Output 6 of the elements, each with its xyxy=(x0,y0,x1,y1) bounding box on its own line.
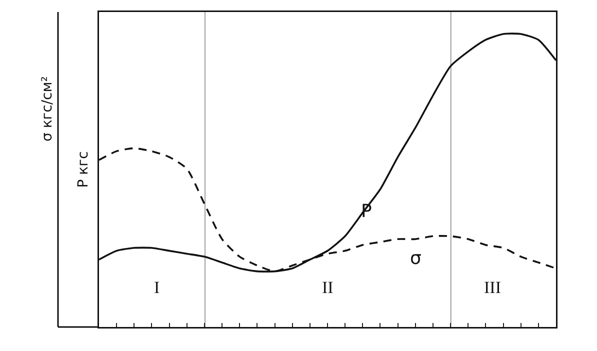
annotation: I xyxy=(154,278,160,297)
annotation: III xyxy=(484,278,502,297)
series-label: σ xyxy=(410,248,422,269)
y2-axis-title: σ кгс/см² xyxy=(40,76,56,142)
annotation: II xyxy=(322,278,334,297)
y-axis-title: Р кгс xyxy=(75,151,92,188)
